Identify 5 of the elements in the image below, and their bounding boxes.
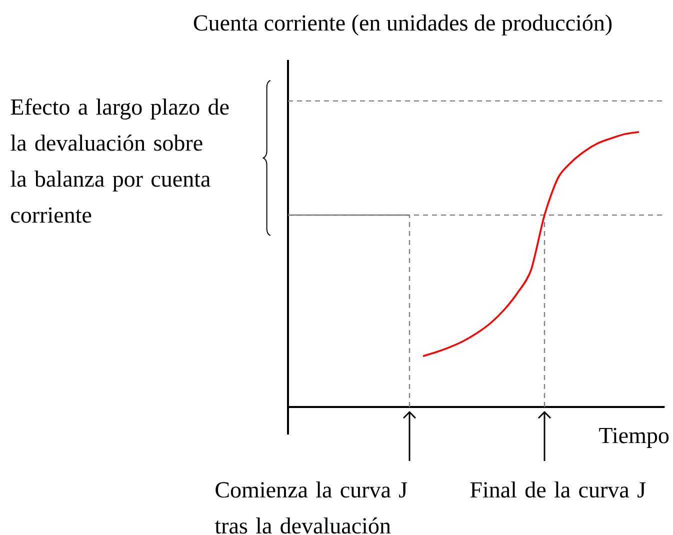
- y-axis-title: Cuenta corriente (en unidades de producción): [194, 14, 612, 36]
- x-axis-title: Tiempo: [599, 428, 669, 448]
- text: Final de la curva J: [470, 481, 646, 498]
- text: Comienza la curva J tras la devaluación: [214, 481, 408, 534]
- text: Efecto a largo plazo de la devaluación sobre la balanza por cuenta corriente: [10, 98, 229, 223]
